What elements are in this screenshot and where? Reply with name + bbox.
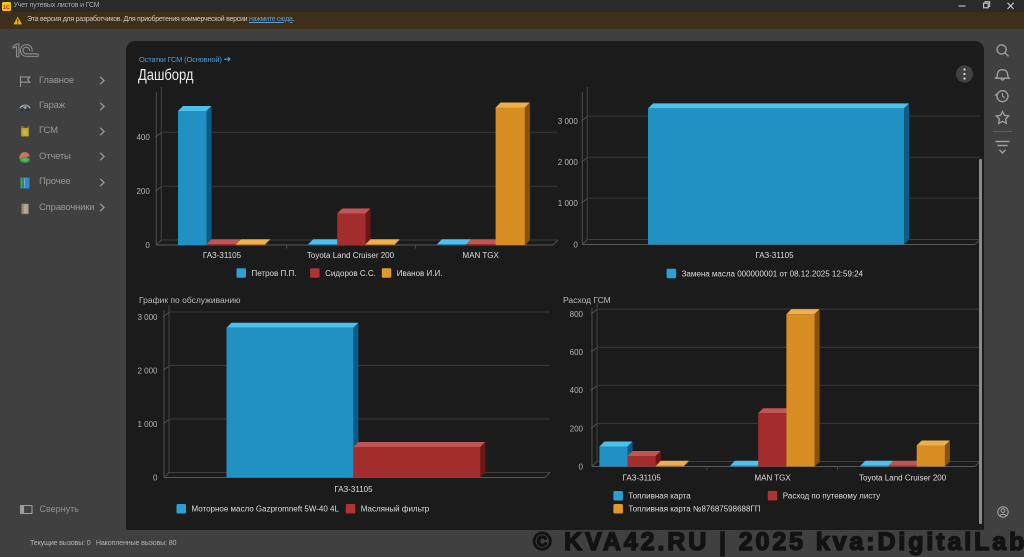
svg-text:Топливная карта №87687598688ГП: Топливная карта №87687598688ГП bbox=[628, 505, 760, 514]
svg-text:2 000: 2 000 bbox=[558, 158, 579, 167]
svg-text:ГАЗ-31105: ГАЗ-31105 bbox=[755, 251, 794, 260]
svg-text:Моторное масло Gazpromneft 5W-: Моторное масло Gazpromneft 5W-40 4L bbox=[192, 505, 340, 514]
svg-text:График по обслуживанию: График по обслуживанию bbox=[139, 295, 241, 305]
svg-text:400: 400 bbox=[136, 133, 150, 142]
svg-text:800: 800 bbox=[570, 310, 584, 319]
svg-text:1 000: 1 000 bbox=[137, 420, 158, 429]
svg-text:2 000: 2 000 bbox=[137, 366, 158, 375]
svg-text:0: 0 bbox=[573, 240, 578, 249]
svg-text:1С: 1С bbox=[3, 4, 10, 10]
svg-text:Расход ГСМ: Расход ГСМ bbox=[563, 295, 611, 305]
svg-text:Расход по путевому листу: Расход по путевому листу bbox=[783, 492, 880, 501]
svg-text:Замена масла 000000001 от 08.1: Замена масла 000000001 от 08.12.2025 12:… bbox=[682, 269, 864, 278]
svg-text:0: 0 bbox=[579, 462, 584, 471]
svg-text:MAN TGX: MAN TGX bbox=[463, 251, 500, 260]
svg-text:Иванов И.И.: Иванов И.И. bbox=[397, 269, 443, 278]
svg-text:Toyota Land Cruiser 200: Toyota Land Cruiser 200 bbox=[307, 251, 395, 260]
svg-text:1 000: 1 000 bbox=[558, 199, 579, 208]
svg-text:Toyota Land Cruiser 200: Toyota Land Cruiser 200 bbox=[859, 473, 947, 482]
svg-text:ГАЗ-31105: ГАЗ-31105 bbox=[623, 473, 662, 482]
svg-text:400: 400 bbox=[570, 386, 584, 395]
svg-text:3 000: 3 000 bbox=[137, 313, 158, 322]
svg-text:Топливная карта: Топливная карта bbox=[628, 492, 691, 501]
svg-text:Петров П.П.: Петров П.П. bbox=[252, 269, 297, 278]
svg-text:ГАЗ-31105: ГАЗ-31105 bbox=[203, 251, 242, 260]
svg-text:Масляный фильтр: Масляный фильтр bbox=[361, 505, 430, 514]
svg-text:3 000: 3 000 bbox=[558, 117, 579, 126]
svg-text:ГАЗ-31105: ГАЗ-31105 bbox=[334, 485, 373, 494]
svg-text:200: 200 bbox=[570, 424, 584, 433]
svg-text:0: 0 bbox=[145, 241, 150, 250]
svg-text:200: 200 bbox=[136, 187, 150, 196]
svg-text:MAN TGX: MAN TGX bbox=[754, 473, 791, 482]
svg-text:0: 0 bbox=[153, 473, 158, 482]
svg-text:600: 600 bbox=[570, 348, 584, 357]
svg-text:Сидоров С.С.: Сидоров С.С. bbox=[325, 269, 376, 278]
